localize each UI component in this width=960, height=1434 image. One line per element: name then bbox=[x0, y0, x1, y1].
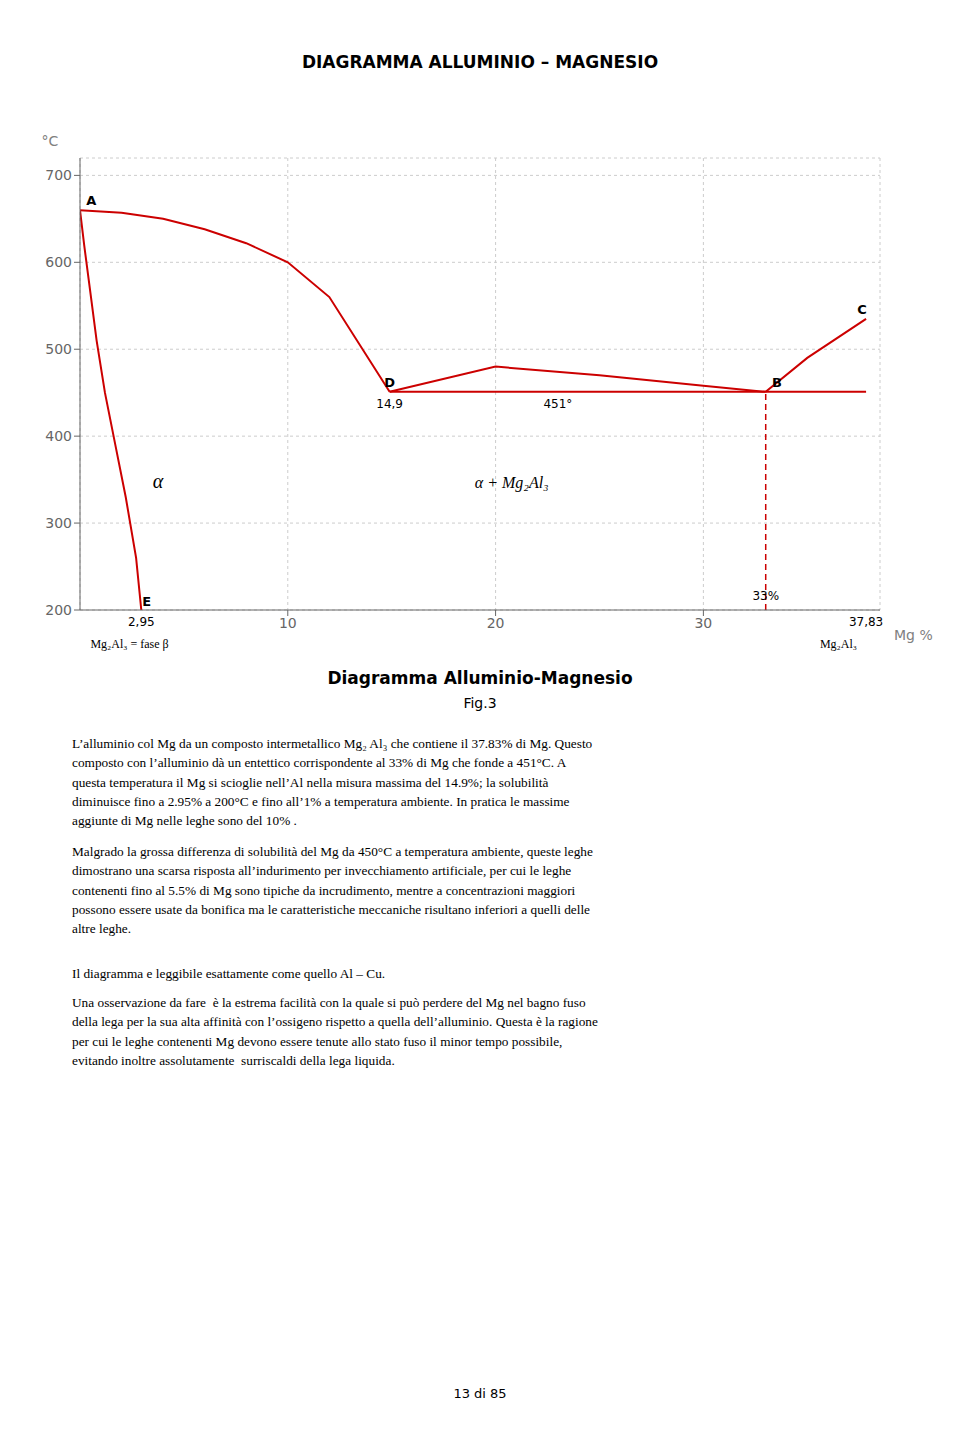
svg-text:α + Mg₂Al₃: α + Mg₂Al₃ bbox=[475, 474, 549, 492]
svg-text:33%: 33% bbox=[752, 589, 779, 603]
svg-text:2,95: 2,95 bbox=[128, 615, 155, 629]
svg-text:10: 10 bbox=[279, 615, 297, 631]
svg-text:14,9: 14,9 bbox=[376, 397, 403, 411]
svg-text:E: E bbox=[142, 594, 151, 609]
svg-text:30: 30 bbox=[694, 615, 712, 631]
html-text:Diagramma Alluminio-Magnesio: Diagramma Alluminio-Magnesio bbox=[327, 668, 633, 688]
svg-text:Mg₂Al₃: Mg₂Al₃ bbox=[820, 637, 857, 651]
html-text:Fig.3: Fig.3 bbox=[463, 695, 497, 711]
svg-text:700: 700 bbox=[45, 167, 72, 183]
svg-text:400: 400 bbox=[45, 428, 72, 444]
svg-text:300: 300 bbox=[45, 515, 72, 531]
html-text:L’alluminio col Mg da un compo: L’alluminio col Mg da un composto interm… bbox=[72, 736, 593, 829]
svg-text:A: A bbox=[86, 193, 96, 208]
html-text:13 di 85: 13 di 85 bbox=[453, 1386, 507, 1401]
svg-text:20: 20 bbox=[487, 615, 505, 631]
svg-text:200: 200 bbox=[45, 602, 72, 618]
svg-text:600: 600 bbox=[45, 254, 72, 270]
svg-text:α: α bbox=[153, 470, 164, 492]
svg-text:Mg %: Mg % bbox=[894, 627, 933, 643]
svg-text:°C: °C bbox=[42, 133, 59, 149]
svg-text:37,83: 37,83 bbox=[849, 615, 883, 629]
svg-text:Mg₂Al₃ = fase β: Mg₂Al₃ = fase β bbox=[90, 637, 168, 651]
svg-text:C: C bbox=[857, 302, 867, 317]
html-text:Il diagramma e leggibile esatt: Il diagramma e leggibile esattamente com… bbox=[72, 966, 386, 981]
svg-text:B: B bbox=[772, 375, 782, 390]
svg-text:451°: 451° bbox=[543, 397, 572, 411]
html-text:Una osservazione da fare è la: Una osservazione da fare è la estrema fa… bbox=[72, 995, 598, 1068]
html-text:Malgrado la grossa differenza: Malgrado la grossa differenza di solubil… bbox=[72, 844, 593, 937]
svg-text:D: D bbox=[384, 375, 395, 390]
html-text:DIAGRAMMA ALLUMINIO – MAGNESIO: DIAGRAMMA ALLUMINIO – MAGNESIO bbox=[301, 52, 659, 72]
svg-text:500: 500 bbox=[45, 341, 72, 357]
